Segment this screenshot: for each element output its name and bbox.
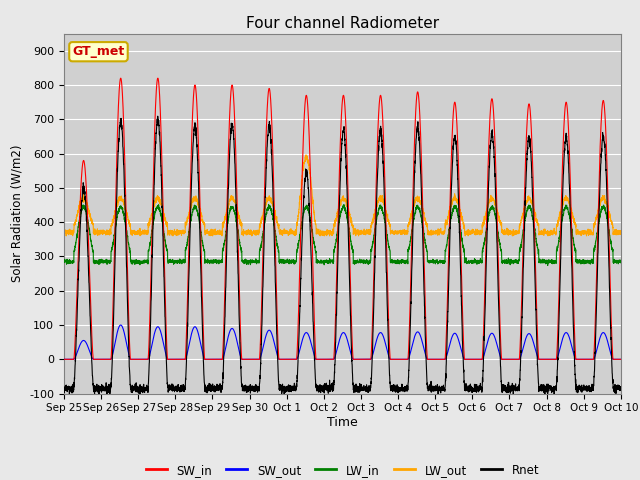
Text: GT_met: GT_met [72, 45, 125, 58]
X-axis label: Time: Time [327, 416, 358, 429]
Legend: SW_in, SW_out, LW_in, LW_out, Rnet: SW_in, SW_out, LW_in, LW_out, Rnet [141, 459, 544, 480]
Title: Four channel Radiometer: Four channel Radiometer [246, 16, 439, 31]
Y-axis label: Solar Radiation (W/m2): Solar Radiation (W/m2) [11, 145, 24, 282]
